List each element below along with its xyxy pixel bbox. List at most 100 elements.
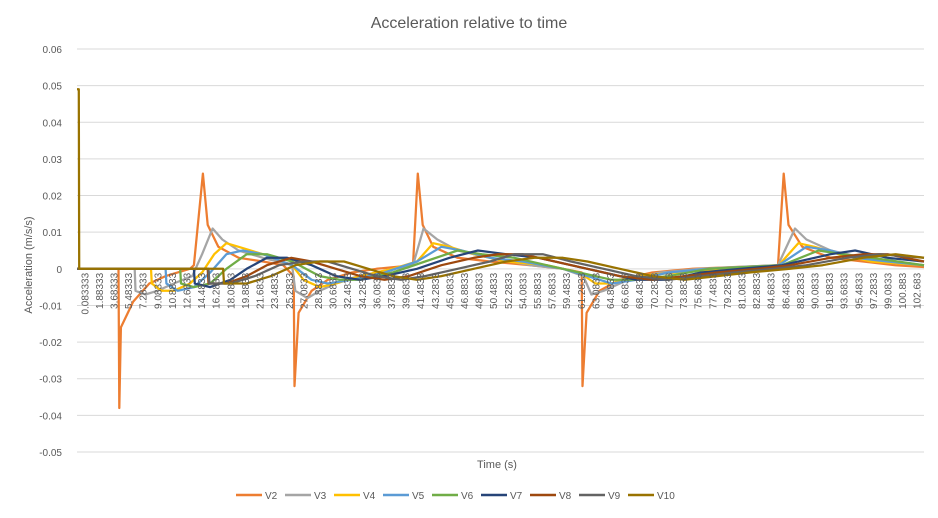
legend-label: V3 (314, 491, 327, 502)
y-axis-label: Acceleration (m/s/s) (23, 216, 35, 313)
legend-item-v7: V7 (481, 491, 523, 502)
series-line-v7 (77, 249, 925, 289)
y-tick-label: 0 (56, 265, 62, 276)
x-axis-ticks: 0.083333 1.88333 3.68333 5.48333 7.28333 9.08… (80, 272, 923, 314)
legend: V2 V3 V4 V5 V6 V7 V8 V9 V10 (236, 491, 675, 502)
x-tick-label: 0.083333 (80, 272, 91, 314)
series-line-v8 (77, 253, 925, 285)
x-tick-label: 86.4833 (781, 272, 792, 309)
x-tick-label: 34.2833 (358, 272, 369, 309)
x-tick-label: 84.6833 (767, 272, 778, 309)
x-axis-label: Time (s) (477, 459, 517, 471)
legend-label: V7 (510, 491, 523, 502)
x-tick-label: 100.883 (898, 272, 909, 309)
legend-label: V5 (412, 491, 425, 502)
x-tick-label: 27.0833 (299, 272, 310, 309)
x-tick-label: 52.2833 (504, 272, 515, 309)
x-tick-label: 36.0833 (372, 272, 383, 309)
legend-item-v10: V10 (628, 491, 675, 502)
x-tick-label: 75.6833 (694, 272, 705, 309)
x-tick-label: 59.4833 (562, 272, 573, 309)
legend-item-v6: V6 (432, 491, 474, 502)
x-tick-label: 32.4833 (343, 272, 354, 309)
series-lines (77, 88, 925, 410)
legend-item-v3: V3 (285, 491, 327, 502)
series-line-v9 (77, 253, 925, 285)
gridlines (77, 48, 924, 453)
x-tick-label: 28.8833 (314, 272, 325, 309)
x-tick-label: 14.4833 (197, 272, 208, 309)
x-tick-label: 99.0833 (883, 272, 894, 309)
x-tick-label: 5.48333 (124, 272, 135, 309)
x-tick-label: 1.88333 (95, 272, 106, 309)
x-tick-label: 45.0833 (445, 272, 456, 309)
legend-item-v2: V2 (236, 491, 278, 502)
x-tick-label: 102.683 (913, 272, 924, 309)
x-tick-label: 73.8833 (679, 272, 690, 309)
x-tick-label: 39.6833 (402, 272, 413, 309)
x-tick-label: 95.4833 (854, 272, 865, 309)
y-tick-label: 0.03 (43, 155, 63, 166)
x-tick-label: 81.0833 (737, 272, 748, 309)
y-tick-label: 0.04 (43, 118, 63, 129)
x-tick-label: 66.6833 (621, 272, 632, 309)
y-tick-label: -0.02 (39, 338, 62, 349)
x-tick-label: 43.2833 (431, 272, 442, 309)
x-tick-label: 16.2833 (212, 272, 223, 309)
x-tick-label: 77.4833 (708, 272, 719, 309)
legend-label: V4 (363, 491, 376, 502)
x-tick-label: 50.4833 (489, 272, 500, 309)
x-tick-label: 37.8833 (387, 272, 398, 309)
x-tick-label: 97.2833 (869, 272, 880, 309)
x-tick-label: 72.0833 (664, 272, 675, 309)
y-tick-label: 0.01 (43, 228, 63, 239)
x-tick-label: 82.8833 (752, 272, 763, 309)
x-tick-label: 91.8833 (825, 272, 836, 309)
y-tick-label: -0.01 (39, 301, 62, 312)
x-tick-label: 61.2833 (577, 272, 588, 309)
series-line-v6 (77, 249, 925, 289)
y-tick-label: -0.05 (39, 448, 62, 459)
legend-label: V6 (461, 491, 474, 502)
x-tick-label: 7.28333 (139, 272, 150, 309)
y-tick-label: 0.05 (43, 82, 63, 93)
x-tick-label: 90.0833 (810, 272, 821, 309)
series-line-v10 (77, 88, 925, 285)
x-tick-label: 30.6833 (329, 272, 340, 309)
x-tick-label: 19.8833 (241, 272, 252, 309)
y-tick-label: 0.02 (43, 192, 63, 203)
legend-label: V10 (657, 491, 675, 502)
x-tick-label: 88.2833 (796, 272, 807, 309)
x-tick-label: 48.6833 (475, 272, 486, 309)
legend-item-v9: V9 (579, 491, 621, 502)
chart-title: Acceleration relative to time (371, 15, 568, 32)
legend-label: V2 (265, 491, 278, 502)
y-tick-label: 0.06 (43, 45, 63, 56)
legend-item-v8: V8 (530, 491, 572, 502)
y-tick-label: -0.03 (39, 375, 62, 386)
legend-label: V8 (559, 491, 572, 502)
x-tick-label: 68.4833 (635, 272, 646, 309)
x-tick-label: 63.0833 (591, 272, 602, 309)
x-tick-label: 10.8833 (168, 272, 179, 309)
legend-item-v5: V5 (383, 491, 425, 502)
x-tick-label: 25.2833 (285, 272, 296, 309)
x-tick-label: 41.4833 (416, 272, 427, 309)
x-tick-label: 9.08333 (153, 272, 164, 309)
x-tick-label: 54.0833 (518, 272, 529, 309)
y-axis-ticks: 0.06 0.05 0.04 0.03 0.02 0.01 0 -0.01 -0.02 -0.03… (39, 45, 62, 459)
x-tick-label: 70.2833 (650, 272, 661, 309)
x-tick-label: 55.8833 (533, 272, 544, 309)
legend-item-v4: V4 (334, 491, 376, 502)
x-tick-label: 79.2833 (723, 272, 734, 309)
x-tick-label: 93.6833 (840, 272, 851, 309)
x-tick-label: 18.0833 (226, 272, 237, 309)
x-tick-label: 21.6833 (256, 272, 267, 309)
y-tick-label: -0.04 (39, 411, 62, 422)
x-tick-label: 12.6833 (183, 272, 194, 309)
x-tick-label: 64.8833 (606, 272, 617, 309)
x-tick-label: 46.8833 (460, 272, 471, 309)
x-tick-label: 23.4833 (270, 272, 281, 309)
